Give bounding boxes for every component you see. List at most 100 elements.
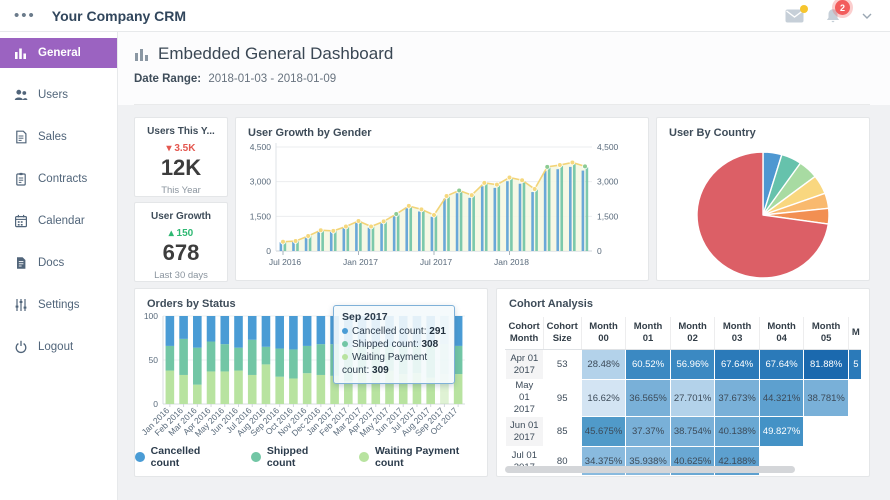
notifications-button[interactable]: 2: [824, 0, 850, 24]
legend-item-shipped-count[interactable]: Shipped count: [251, 445, 337, 469]
cohort-size-cell: 95: [542, 379, 582, 417]
chart-tooltip: Sep 2017 Cancelled count: 291 Shipped coun…: [333, 305, 455, 384]
cohort-value-cell: 49.827%: [758, 416, 805, 447]
document-icon: [17, 257, 26, 269]
kpi-value: 12K: [160, 155, 202, 180]
cohort-value-cell: [803, 416, 849, 447]
mail-button[interactable]: [785, 4, 808, 23]
sidebar-item-label: Sales: [38, 131, 67, 143]
legend-swatch: [251, 452, 261, 462]
date-range-label: Date Range:: [134, 73, 202, 85]
sidebar-item-contracts[interactable]: Contracts: [0, 164, 117, 194]
sliders-icon: [15, 299, 27, 311]
cohort-row: May 01 2017 95 16.62% 36.565% 27.701% 37.673%…: [505, 379, 861, 417]
sidebar-item-general[interactable]: General: [0, 38, 117, 68]
cohort-value-cell: 5: [847, 349, 861, 380]
sidebar-item-label: Users: [38, 89, 69, 101]
kpi-title: Users This Y...: [147, 126, 215, 137]
cohort-value-cell: [803, 446, 849, 475]
chart-title: Orders by Status: [147, 298, 236, 310]
kpi-title: User Growth: [150, 211, 211, 222]
cohort-value-cell: 60.52%: [625, 349, 671, 380]
tooltip-row: Cancelled count: 291: [342, 325, 446, 338]
cohort-column-header: Month 01: [625, 317, 671, 350]
cohort-value-cell: 27.701%: [669, 379, 716, 417]
kpi-column: Users This Y... ▾ 3.5K 12K This Year User Gr…: [134, 117, 228, 282]
legend-label: Cancelled count: [150, 445, 201, 469]
cohort-value-cell: [847, 379, 861, 417]
table-title: Cohort Analysis: [509, 298, 593, 310]
sidebar-item-logout[interactable]: Logout: [0, 332, 117, 362]
sidebar-item-label: Contracts: [38, 173, 88, 185]
svg-text:4,500: 4,500: [250, 142, 272, 152]
menu-dots-icon[interactable]: •••: [14, 6, 36, 24]
svg-text:Jan 2018: Jan 2018: [494, 257, 529, 267]
sidebar-item-calendar[interactable]: Calendar: [0, 206, 117, 236]
cohort-column-header: Cohort Size: [543, 317, 582, 350]
user-growth-by-gender-card: User Growth by Gender 0 0 1,500 1,500 3,000 3…: [235, 117, 649, 281]
svg-text:50: 50: [149, 355, 159, 365]
cohort-value-cell: 56.96%: [669, 349, 716, 380]
power-icon: [15, 340, 27, 354]
kpi-subtitle: This Year: [161, 185, 201, 196]
brand-title: Your Company CRM: [51, 7, 187, 24]
cohort-value-cell: [847, 416, 861, 447]
svg-text:0: 0: [266, 246, 271, 256]
contract-icon: [16, 172, 26, 186]
svg-text:0: 0: [153, 399, 158, 409]
cohort-month-cell: Apr 01 2017: [505, 349, 544, 380]
pie-slice-segment-7[interactable]: [696, 151, 830, 279]
cohort-value-cell: 37.673%: [714, 379, 760, 417]
svg-text:4,500: 4,500: [597, 142, 619, 152]
cohort-column-header: Month 04: [759, 317, 805, 350]
tooltip-title: Sep 2017: [342, 311, 388, 323]
cohort-value-cell: 67.64%: [758, 349, 805, 380]
sidebar-item-sales[interactable]: Sales: [0, 122, 117, 152]
user-growth-chart[interactable]: 0 0 1,500 1,500 3,000 3,000 4,500 4,500 Jul 2016…: [236, 139, 636, 277]
page-title: Embedded General Dashboard: [158, 44, 394, 63]
main-header: Embedded General Dashboard Date Range: 2…: [118, 32, 890, 105]
svg-text:1,500: 1,500: [250, 211, 272, 221]
cohort-value-cell: 36.565%: [625, 379, 671, 417]
legend-item-waiting-payment-count[interactable]: Waiting Payment count: [359, 445, 487, 469]
notification-count-badge: 2: [835, 0, 850, 15]
sidebar-item-label: General: [38, 47, 81, 59]
sidebar-item-users[interactable]: Users: [0, 80, 117, 110]
legend-item-cancelled-count[interactable]: Cancelled count: [135, 445, 229, 469]
calendar-icon: [15, 214, 28, 228]
svg-text:Jul 2016: Jul 2016: [269, 257, 301, 267]
cohort-value-cell: 38.781%: [803, 379, 849, 417]
horizontal-scrollbar[interactable]: [505, 466, 795, 473]
svg-text:Jul 2017: Jul 2017: [420, 257, 452, 267]
user-by-country-pie[interactable]: [678, 141, 848, 283]
cohort-month-cell: Jun 01 2017: [505, 416, 544, 447]
cohort-value-cell: [847, 446, 861, 475]
sidebar-item-docs[interactable]: Docs: [0, 248, 117, 278]
users-icon: [14, 89, 28, 100]
bar-chart-icon: [15, 48, 26, 59]
cohort-column-header: M: [848, 317, 861, 350]
cohort-column-header: Month 05: [803, 317, 849, 350]
cohort-column-header: Month 02: [670, 317, 716, 350]
kpi-value: 678: [162, 240, 200, 265]
cohort-size-cell: 53: [542, 349, 582, 380]
legend-label: Waiting Payment count: [375, 445, 460, 469]
tooltip-row: Waiting Payment count: 309: [342, 352, 428, 376]
svg-text:0: 0: [597, 246, 602, 256]
top-bar: ••• Your Company CRM 2: [0, 0, 890, 32]
cohort-value-cell: 40.138%: [714, 416, 760, 447]
cohort-value-cell: 45.675%: [580, 416, 627, 447]
sidebar-item-label: Settings: [38, 299, 80, 311]
svg-text:1,500: 1,500: [597, 211, 619, 221]
legend-swatch: [359, 452, 370, 462]
chevron-down-icon[interactable]: [862, 13, 872, 19]
cohort-row: Jun 01 2017 85 45.675% 37.37% 38.754% 40.138%…: [505, 416, 861, 447]
cohort-column-header: Month 03: [714, 317, 760, 350]
cohort-value-cell: 37.37%: [625, 416, 671, 447]
sidebar: General Users Sales Contracts Calendar Docs Se…: [0, 32, 118, 500]
sidebar-item-settings[interactable]: Settings: [0, 290, 117, 320]
cohort-value-cell: 44.321%: [758, 379, 805, 417]
invoice-icon: [16, 130, 27, 144]
cohort-month-cell: May 01 2017: [505, 379, 544, 417]
